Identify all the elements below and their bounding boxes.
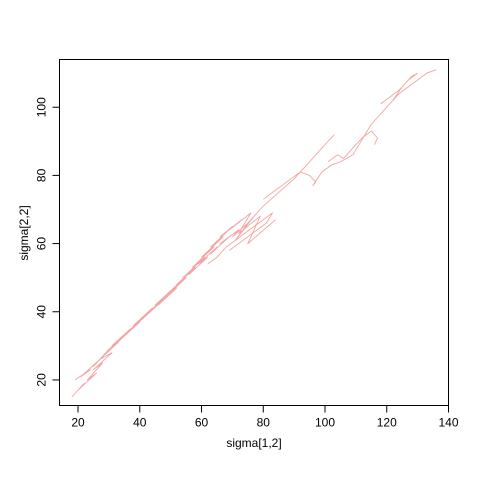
y-tick-label: 40 — [35, 305, 49, 319]
trace-series-2 — [74, 134, 335, 381]
y-tick-label: 80 — [35, 168, 49, 182]
x-tick-label: 80 — [257, 416, 271, 430]
y-tick-label: 100 — [35, 97, 49, 117]
trace-lines — [71, 69, 437, 398]
trace-series-6 — [207, 212, 273, 265]
trace-series-4 — [327, 130, 378, 163]
x-tick-label: 60 — [195, 416, 209, 430]
x-tick-label: 40 — [133, 416, 147, 430]
y-tick-label: 20 — [35, 373, 49, 387]
y-axis-label: sigma[2,2] — [17, 205, 31, 260]
x-tick-label: 20 — [71, 416, 85, 430]
x-tick-label: 120 — [377, 416, 397, 430]
x-tick-label: 100 — [315, 416, 335, 430]
trace-series-1 — [71, 212, 276, 398]
x-tick-label: 140 — [438, 416, 458, 430]
trace-series-5 — [380, 72, 419, 105]
plot-frame — [59, 59, 449, 406]
y-tick-label: 60 — [35, 237, 49, 251]
x-axis: 20 40 60 80 100 120 140 — [71, 405, 459, 430]
x-axis-label: sigma[1,2] — [226, 436, 281, 450]
y-axis: 20 40 60 80 100 — [35, 97, 60, 387]
trace-series-3 — [263, 69, 437, 200]
